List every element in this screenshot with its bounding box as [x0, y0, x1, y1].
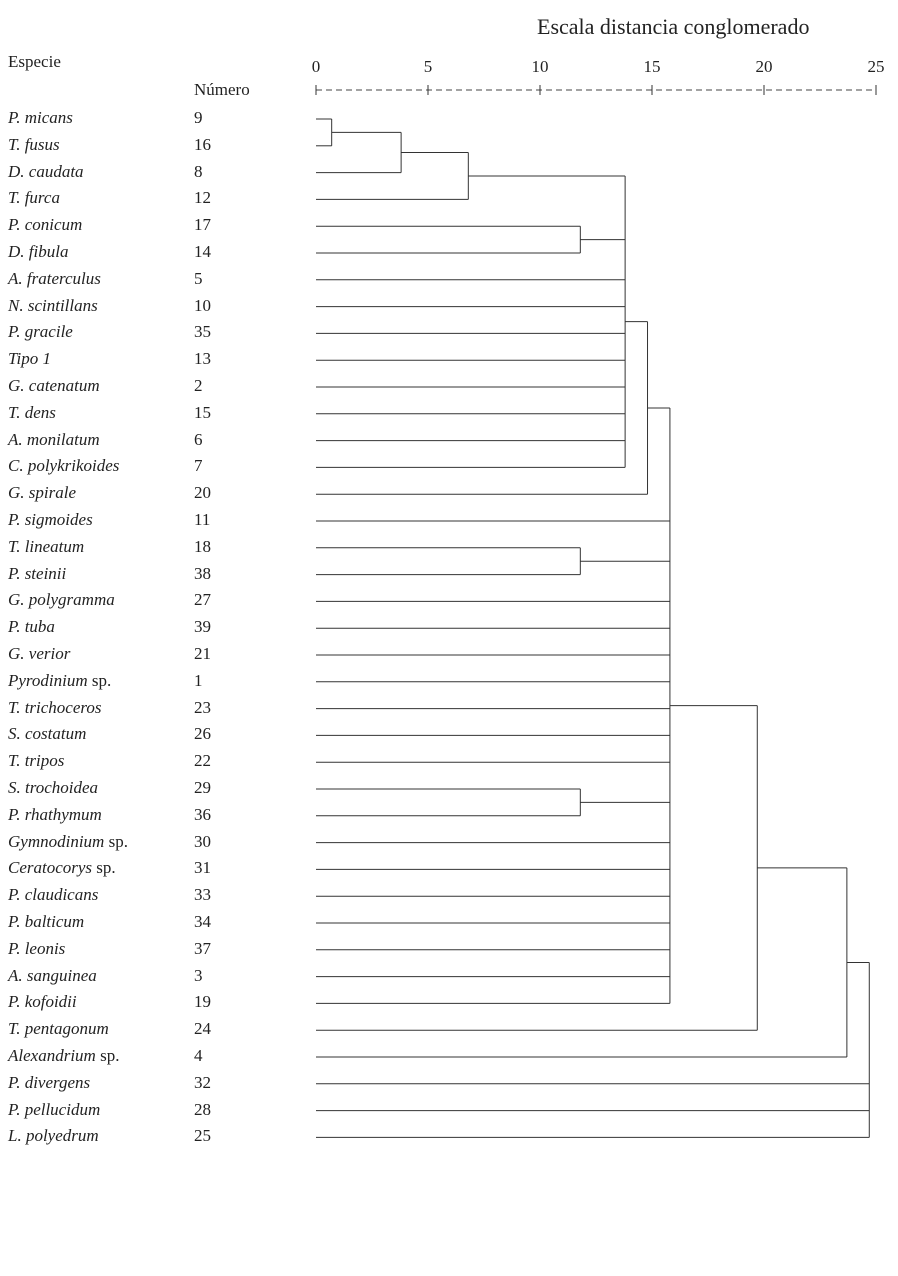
species-label: G. catenatum	[8, 376, 100, 395]
species-number-label: 31	[194, 858, 211, 878]
species-label: Gymnodinium sp.	[8, 831, 128, 851]
species-number-label: 27	[194, 590, 211, 610]
species-label: T. fusus	[8, 134, 60, 154]
species-label: T. pentagonum	[8, 1019, 109, 1039]
species-number-label: 29	[194, 778, 211, 797]
axis-tick-label: 15	[644, 57, 661, 76]
species-number-label: 14	[194, 242, 211, 261]
species-label: G. spirale	[8, 483, 76, 503]
species-number-label: 26	[194, 724, 211, 744]
axis-tick-label: 20	[756, 57, 773, 76]
chart-title: Escala distancia conglomerado	[537, 14, 810, 39]
species-number-label: 35	[194, 322, 211, 342]
species-label: D. fibula	[8, 242, 69, 261]
species-label: Tipo 1	[8, 349, 51, 369]
species-label: A. fraterculus	[8, 268, 101, 288]
species-number-label: 39	[194, 617, 211, 637]
species-number-label: 1	[194, 670, 203, 690]
species-label: Ceratocorys sp.	[8, 858, 116, 878]
species-number-label: 25	[194, 1126, 211, 1146]
species-label: P. conicum	[8, 215, 83, 235]
species-label: P. balticum	[8, 912, 85, 931]
species-label: A. monilatum	[8, 429, 100, 449]
axis-tick-label: 5	[424, 57, 433, 76]
species-label: P. gracile	[8, 322, 73, 342]
species-number-label: 4	[194, 1046, 203, 1065]
species-number-label: 12	[194, 188, 211, 208]
species-label: G. polygramma	[8, 590, 115, 610]
species-number-label: 11	[194, 510, 211, 529]
axis-tick-label: 25	[868, 57, 885, 76]
species-label: P. pellucidum	[8, 1099, 101, 1119]
species-number-label: 30	[194, 831, 211, 851]
species-label: T. dens	[8, 402, 56, 422]
species-number-label: 18	[194, 536, 211, 556]
species-label: P. leonis	[8, 938, 66, 958]
species-number-label: 20	[194, 483, 211, 503]
species-number-label: 3	[194, 965, 203, 985]
axis-tick-label: 10	[532, 57, 549, 76]
number-column-header: Número	[194, 80, 250, 99]
species-number-label: 15	[194, 402, 211, 422]
species-label: S. costatum	[8, 724, 87, 744]
species-number-label: 16	[194, 134, 211, 154]
species-number-label: 19	[194, 992, 211, 1012]
species-number-label: 33	[194, 885, 211, 905]
species-label: P. sigmoides	[8, 510, 93, 529]
species-number-label: 5	[194, 268, 203, 288]
species-label: P. claudicans	[8, 885, 99, 905]
species-number-label: 21	[194, 644, 211, 663]
species-label: C. polykrikoides	[8, 456, 120, 476]
species-label: Pyrodinium sp.	[8, 670, 112, 690]
species-label: L. polyedrum	[8, 1126, 99, 1146]
axis-tick-label: 0	[312, 57, 321, 76]
species-number-label: 24	[194, 1019, 211, 1039]
species-number-label: 2	[194, 376, 203, 395]
species-label: N. scintillans	[8, 295, 98, 315]
species-label: S. trochoidea	[8, 778, 99, 797]
species-number-label: 9	[194, 108, 203, 127]
species-label: T. tripos	[8, 751, 65, 771]
species-label: P. divergens	[8, 1072, 91, 1092]
species-number-label: 17	[194, 215, 211, 235]
species-label: P. rhathymum	[8, 804, 102, 824]
species-number-label: 28	[194, 1099, 211, 1119]
species-number-label: 22	[194, 751, 211, 771]
species-number-label: 34	[194, 912, 211, 931]
species-number-label: 8	[194, 161, 203, 181]
species-number-label: 7	[194, 456, 203, 476]
species-column-header: Especie	[8, 52, 61, 71]
species-label: T. furca	[8, 188, 60, 208]
species-number-label: 6	[194, 429, 203, 449]
species-label: Alexandrium sp.	[8, 1046, 120, 1065]
species-label: T. trichoceros	[8, 697, 102, 717]
species-label: P. kofoidii	[8, 992, 77, 1012]
species-number-label: 10	[194, 295, 211, 315]
species-number-label: 13	[194, 349, 211, 369]
species-label: P. tuba	[8, 617, 55, 637]
species-label: P. micans	[8, 108, 73, 127]
species-label: D. caudata	[8, 161, 84, 181]
species-label: T. lineatum	[8, 536, 85, 556]
species-number-label: 37	[194, 938, 211, 958]
species-label: A. sanguinea	[8, 965, 97, 985]
species-number-label: 38	[194, 563, 211, 583]
species-number-label: 32	[194, 1072, 211, 1092]
species-label: G. verior	[8, 644, 71, 663]
species-label: P. steinii	[8, 563, 67, 583]
species-number-label: 23	[194, 697, 211, 717]
species-number-label: 36	[194, 804, 211, 824]
